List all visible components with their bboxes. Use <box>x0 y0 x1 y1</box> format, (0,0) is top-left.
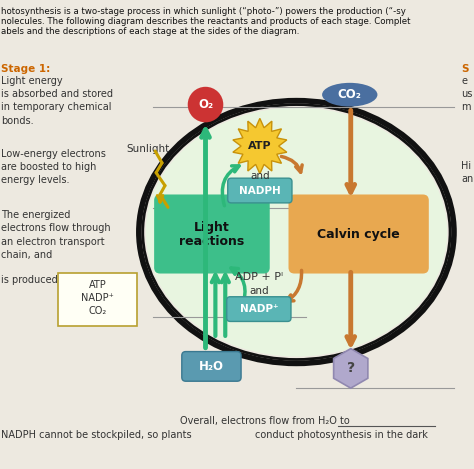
Text: and: and <box>250 171 270 181</box>
Text: ADP + Pᴵ: ADP + Pᴵ <box>235 272 283 282</box>
Text: S: S <box>461 64 469 74</box>
Text: Overall, electrons flow from H₂O to: Overall, electrons flow from H₂O to <box>180 416 349 426</box>
FancyBboxPatch shape <box>58 272 137 326</box>
Text: The energized
electrons flow through
an electron transport
chain, and: The energized electrons flow through an … <box>1 210 110 260</box>
Text: Sunlight: Sunlight <box>127 144 170 154</box>
Text: ATP: ATP <box>248 141 272 151</box>
Text: is produced: is produced <box>1 274 58 285</box>
Text: ?: ? <box>346 362 355 375</box>
FancyBboxPatch shape <box>228 178 292 203</box>
FancyBboxPatch shape <box>182 352 241 381</box>
Text: Light energy
is absorbed and stored
in temporary chemical
bonds.: Light energy is absorbed and stored in t… <box>1 76 113 126</box>
Text: NADP⁺: NADP⁺ <box>240 304 278 314</box>
Text: NADP⁺: NADP⁺ <box>82 293 114 303</box>
Text: e
us
m: e us m <box>461 76 473 112</box>
Text: Hi
an: Hi an <box>461 161 474 184</box>
Text: CO₂: CO₂ <box>338 88 362 101</box>
Text: nolecules. The following diagram describes the reactants and products of each st: nolecules. The following diagram describ… <box>1 16 410 26</box>
Ellipse shape <box>322 83 377 106</box>
Text: and: and <box>249 286 269 296</box>
FancyBboxPatch shape <box>289 195 429 273</box>
Ellipse shape <box>146 107 447 356</box>
Text: H₂O: H₂O <box>199 360 224 373</box>
Text: Low-energy electrons
are boosted to high
energy levels.: Low-energy electrons are boosted to high… <box>1 149 106 185</box>
Text: CO₂: CO₂ <box>89 306 107 316</box>
Polygon shape <box>334 348 368 388</box>
Circle shape <box>188 87 223 122</box>
Text: NADPH: NADPH <box>239 186 281 196</box>
Text: Light: Light <box>194 220 230 234</box>
Text: NADPH cannot be stockpiled, so plants: NADPH cannot be stockpiled, so plants <box>1 430 191 439</box>
Text: reactions: reactions <box>179 235 245 249</box>
Text: ATP: ATP <box>89 280 107 290</box>
Polygon shape <box>233 118 287 174</box>
Text: Stage 1:: Stage 1: <box>1 64 50 74</box>
FancyBboxPatch shape <box>227 297 291 321</box>
Text: Calvin cycle: Calvin cycle <box>317 227 400 241</box>
FancyBboxPatch shape <box>154 195 270 273</box>
Text: hotosynthesis is a two-stage process in which sunlight (“photo-”) powers the pro: hotosynthesis is a two-stage process in … <box>1 7 406 16</box>
Text: conduct photosynthesis in the dark: conduct photosynthesis in the dark <box>255 430 428 439</box>
Text: abels and the descriptions of each stage at the sides of the diagram.: abels and the descriptions of each stage… <box>1 27 300 36</box>
Text: O₂: O₂ <box>198 98 213 111</box>
